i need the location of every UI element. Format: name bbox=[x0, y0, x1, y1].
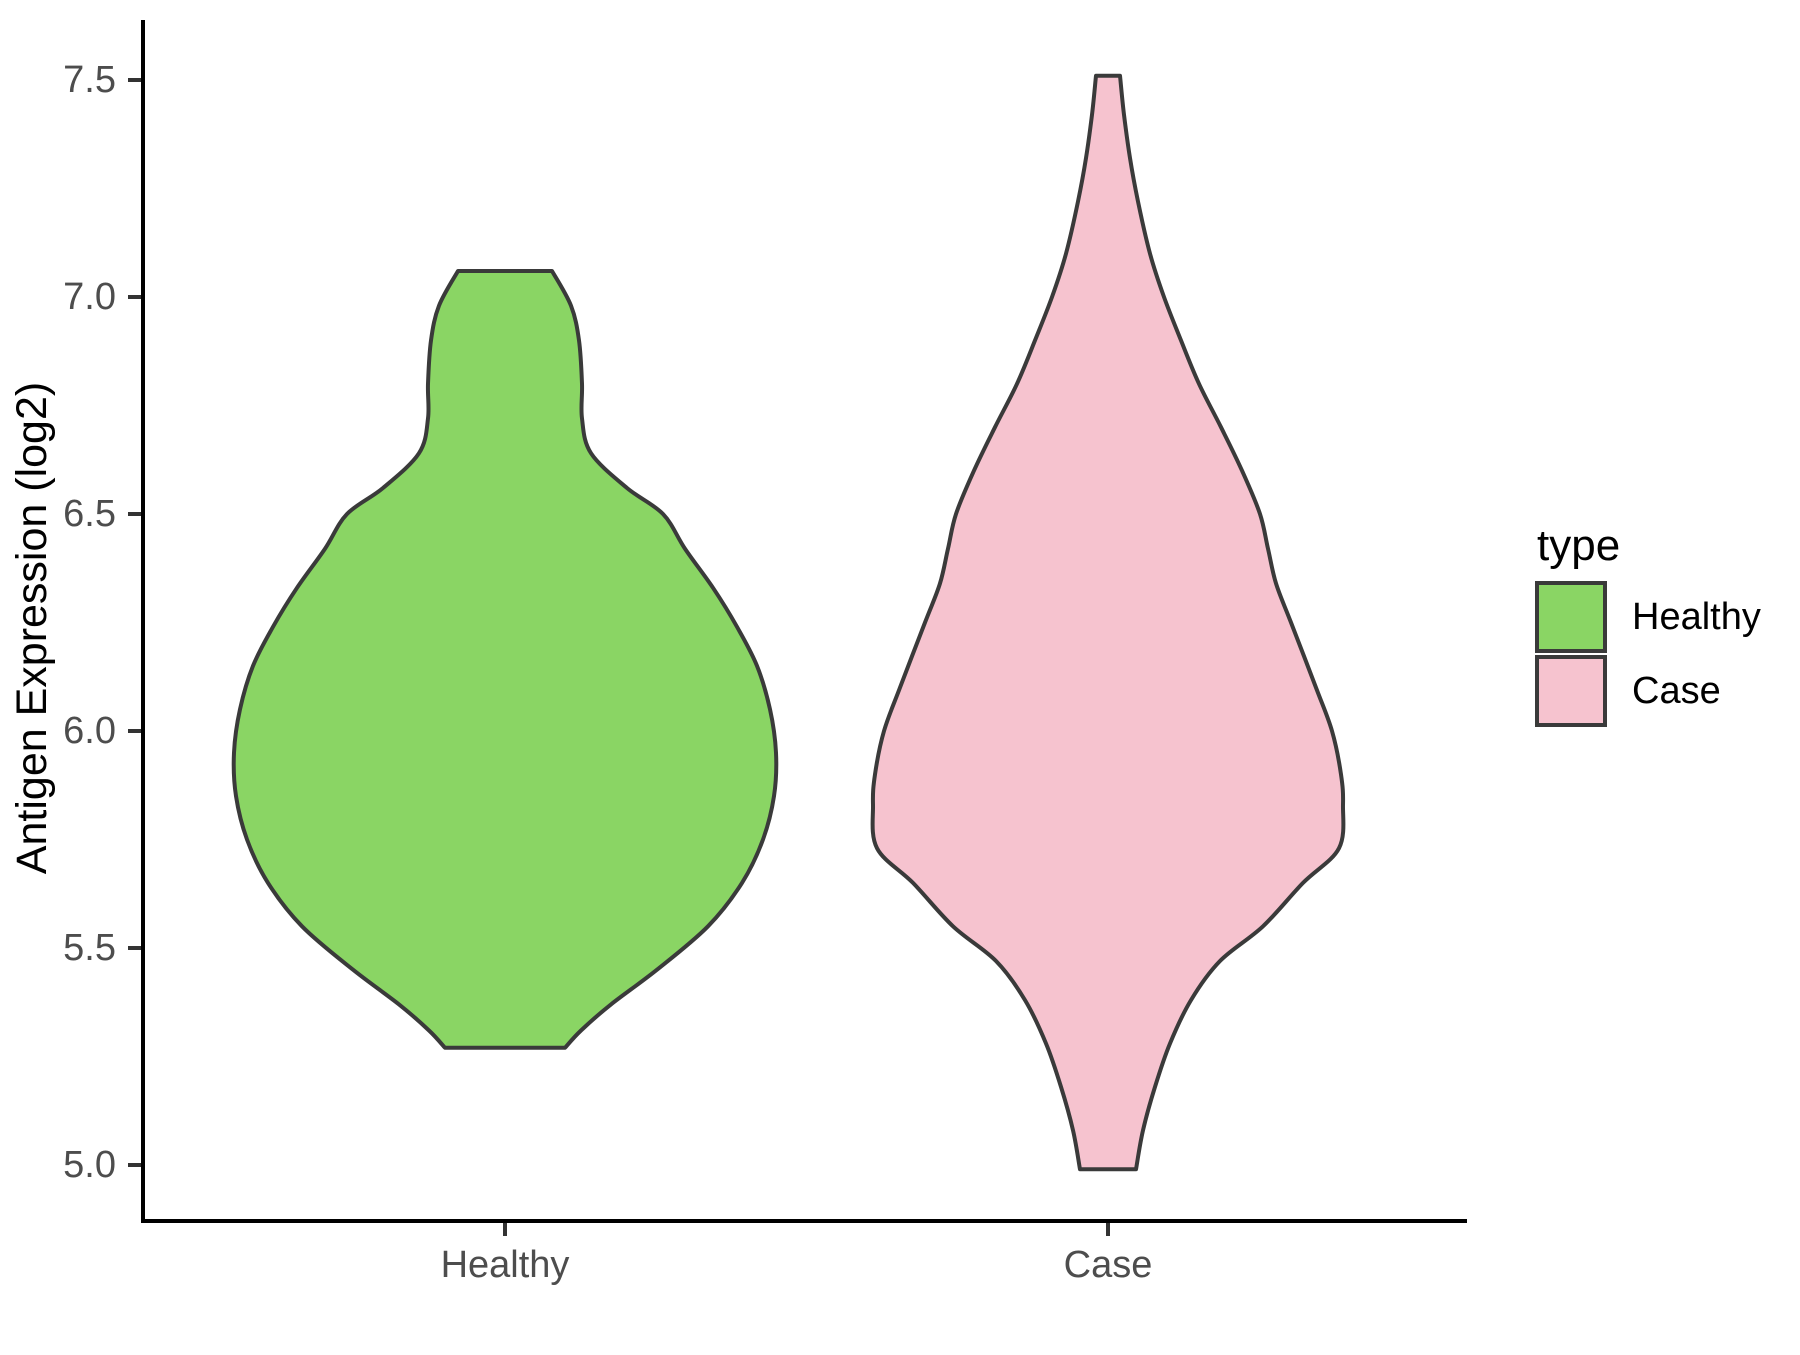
violin-group bbox=[231, 73, 1346, 1172]
legend-key-healthy bbox=[1535, 581, 1607, 653]
legend-key-case bbox=[1535, 655, 1607, 727]
x-tick-label-healthy: Healthy bbox=[441, 1244, 570, 1286]
y-tick-label: 5.0 bbox=[63, 1144, 116, 1186]
y-tick-label: 7.5 bbox=[63, 59, 116, 101]
violin-shape-healthy bbox=[231, 269, 779, 1050]
y-tick-label: 6.5 bbox=[63, 493, 116, 535]
x-tick-label-case: Case bbox=[1064, 1244, 1153, 1286]
x-axis: Healthy Case bbox=[141, 1219, 1467, 1286]
y-axis: 7.5 7.0 6.5 6.0 5.5 5.0 Antigen Expression (l… bbox=[8, 20, 145, 1223]
y-tick-label: 7.0 bbox=[63, 276, 116, 318]
y-tick-label: 6.0 bbox=[63, 710, 116, 752]
y-tick-label: 5.5 bbox=[63, 927, 116, 969]
violin-shape-case bbox=[870, 73, 1346, 1172]
legend: type Healthy Case bbox=[1535, 521, 1761, 727]
x-axis-ticks: Healthy Case bbox=[441, 1223, 1153, 1286]
legend-label-case: Case bbox=[1632, 670, 1721, 712]
y-axis-ticks: 7.5 7.0 6.5 6.0 5.5 5.0 bbox=[63, 59, 141, 1186]
legend-label-healthy: Healthy bbox=[1632, 596, 1761, 638]
legend-entries: Healthy Case bbox=[1535, 581, 1761, 727]
y-axis-title: Antigen Expression (log2) bbox=[8, 382, 56, 874]
legend-title: type bbox=[1537, 521, 1620, 570]
